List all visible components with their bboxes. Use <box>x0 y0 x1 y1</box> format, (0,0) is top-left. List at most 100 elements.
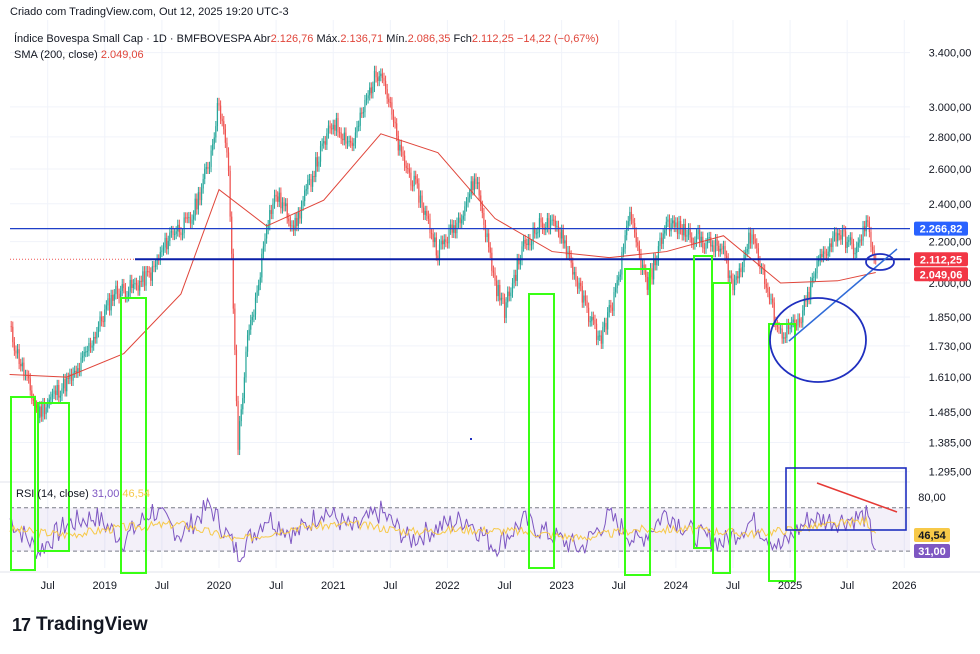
candle-body <box>337 118 339 133</box>
candle-body <box>505 302 507 318</box>
candle-body <box>251 316 253 320</box>
candle-body <box>542 222 544 229</box>
tradingview-brand[interactable]: 17 TradingView <box>12 614 148 636</box>
candle-body <box>529 239 531 246</box>
candle-body <box>480 195 482 206</box>
sma-line <box>9 133 876 378</box>
candle-body <box>89 342 92 348</box>
candle-body <box>312 175 314 187</box>
candle-body <box>78 368 81 372</box>
candle-body <box>183 217 185 234</box>
candle-body <box>245 351 247 378</box>
candle-body <box>603 322 606 327</box>
candle-body <box>597 335 599 340</box>
low-value: 2.086,35 <box>407 33 451 45</box>
candle-body <box>132 284 134 288</box>
candle-body <box>802 310 804 323</box>
candle-body <box>634 223 636 233</box>
candle-body <box>602 326 604 344</box>
candle-body <box>553 219 555 221</box>
candle-body <box>438 244 441 261</box>
candle-body <box>695 234 698 242</box>
oversold-highlight-box <box>624 268 651 576</box>
candle-body <box>196 198 198 210</box>
candle-body <box>778 327 780 329</box>
candle-body <box>678 221 680 234</box>
candle-body <box>856 246 858 253</box>
rsi-value-box <box>914 544 950 558</box>
rsi-value-text: 46,54 <box>918 530 946 542</box>
candle-body <box>326 133 328 145</box>
candle-body <box>381 73 383 78</box>
candle-body <box>297 212 299 226</box>
candle-body <box>476 182 479 184</box>
candle-body <box>75 370 77 373</box>
candle-body <box>578 282 580 289</box>
candle-body <box>638 245 640 255</box>
candle-body <box>386 89 388 99</box>
candle-body <box>430 233 433 235</box>
candle-body <box>852 244 855 255</box>
candle-body <box>454 225 456 234</box>
candle-body <box>784 337 786 339</box>
candle-body <box>199 192 201 201</box>
candle-body <box>334 124 336 131</box>
candle-body <box>824 251 826 254</box>
candle-body <box>338 132 341 134</box>
candle-body <box>641 264 644 270</box>
candle-body <box>502 297 504 299</box>
candle-body <box>378 76 380 81</box>
rsi-band <box>10 507 910 552</box>
candle-body <box>94 336 96 339</box>
candle-body <box>846 241 848 248</box>
candle-body <box>500 297 502 301</box>
rsi-value-box <box>914 528 950 542</box>
candle-body <box>154 264 157 267</box>
candle-body <box>507 291 509 303</box>
rsi-value-text: 31,00 <box>918 546 946 558</box>
candle-body <box>862 226 864 241</box>
candle-body <box>362 112 364 114</box>
candle-body <box>12 326 14 343</box>
candle-body <box>99 316 101 327</box>
candle-body <box>372 86 374 94</box>
candle-body <box>511 283 514 293</box>
candle-body <box>783 337 785 339</box>
candle-body <box>781 328 783 339</box>
candle-body <box>115 285 117 295</box>
candle-body <box>142 271 144 282</box>
candle-body <box>786 324 788 338</box>
candle-body <box>432 234 434 243</box>
candle-body <box>610 305 612 308</box>
candle-body <box>613 292 615 311</box>
candle-body <box>821 254 823 258</box>
candle-body <box>549 220 552 230</box>
candle-body <box>392 114 395 122</box>
candle-body <box>473 178 476 191</box>
candle-body <box>518 259 520 265</box>
y-tick-label: 1.385,00 <box>929 438 972 450</box>
candle-body <box>200 188 203 201</box>
high-label: Máx. <box>316 33 341 45</box>
price-label-text: 2.266,82 <box>920 224 963 236</box>
candle-body <box>486 233 488 238</box>
candle-body <box>619 274 621 277</box>
candle-body <box>302 201 304 206</box>
candle-body <box>844 231 847 248</box>
candle-body <box>58 385 60 398</box>
candle-body <box>599 335 601 337</box>
candle-body <box>61 388 63 396</box>
candle-body <box>162 247 165 251</box>
tradingview-logo-icon: 17 <box>12 614 31 635</box>
candle-body <box>15 350 17 354</box>
x-tick-label: Jul <box>726 580 740 592</box>
candle-body <box>156 259 158 265</box>
candle-body <box>391 102 393 115</box>
candle-body <box>827 251 829 256</box>
candle-body <box>424 210 426 215</box>
candle-body <box>232 253 234 309</box>
candle-body <box>107 298 109 306</box>
bottom-circle <box>769 297 867 383</box>
oversold-highlight-box <box>37 402 70 552</box>
candle-body <box>624 235 626 249</box>
